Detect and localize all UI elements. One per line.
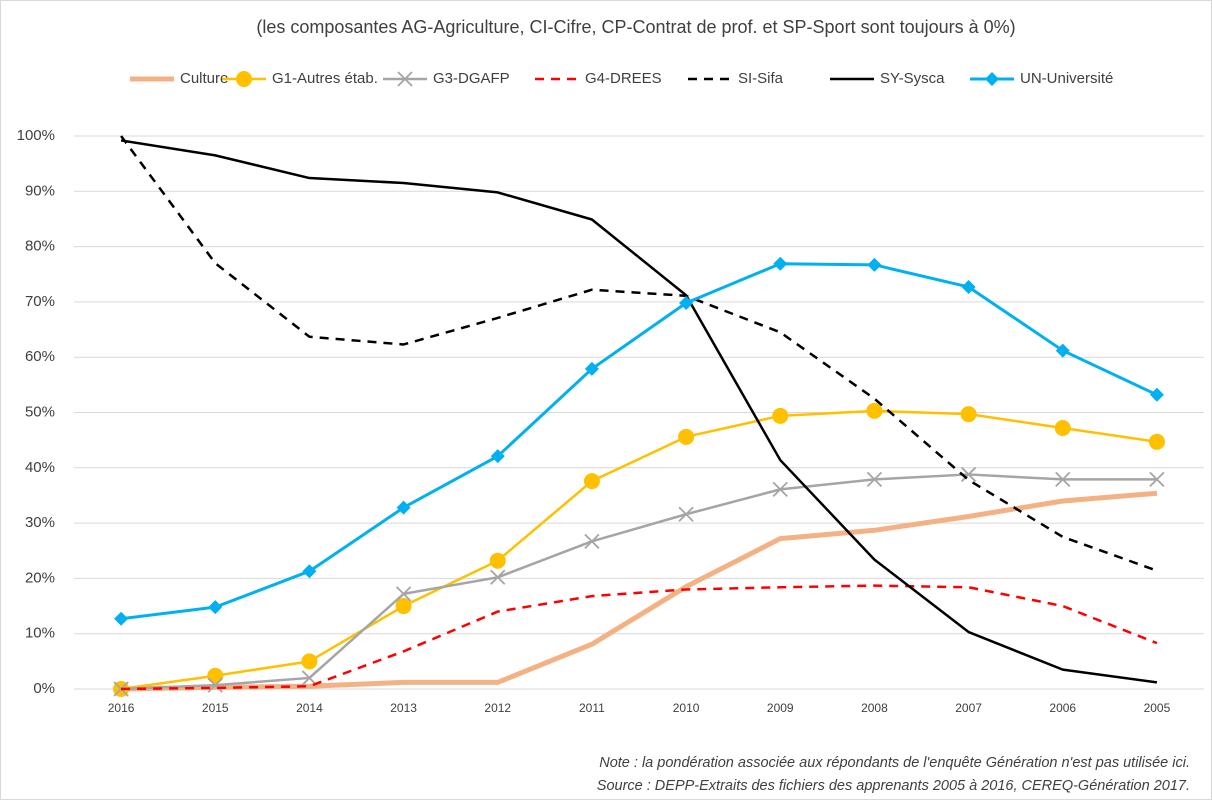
y-tick-label: 40% bbox=[25, 459, 55, 476]
legend-label: Culture bbox=[180, 70, 228, 87]
point-marker bbox=[208, 600, 223, 615]
point-marker bbox=[1055, 343, 1070, 358]
series-line bbox=[120, 409, 1158, 691]
point-marker bbox=[772, 407, 789, 424]
point-marker bbox=[302, 564, 317, 579]
legend-marker bbox=[985, 72, 999, 86]
legend-label: G3-DGAFP bbox=[433, 70, 510, 87]
x-tick-label: 2005 bbox=[1144, 701, 1171, 715]
point-marker bbox=[584, 361, 599, 376]
point-marker bbox=[866, 402, 883, 419]
point-marker bbox=[773, 256, 788, 271]
legend-marker bbox=[397, 71, 413, 87]
x-tick-label: 2012 bbox=[484, 701, 511, 715]
point-marker bbox=[207, 677, 223, 693]
point-marker bbox=[1055, 471, 1071, 488]
y-tick-label: 70% bbox=[25, 293, 55, 310]
legend-label: UN-Université bbox=[1020, 70, 1113, 87]
legend-label: SI-Sifa bbox=[738, 70, 784, 87]
x-tick-label: 2013 bbox=[390, 701, 417, 715]
y-tick-label: 60% bbox=[25, 348, 55, 365]
legend-label: G4-DREES bbox=[585, 70, 662, 87]
series-line bbox=[120, 262, 1158, 621]
point-marker bbox=[396, 500, 411, 515]
note: Source : DEPP-Extraits des fichiers des … bbox=[597, 778, 1190, 794]
point-marker bbox=[301, 653, 318, 670]
point-marker bbox=[584, 533, 600, 549]
x-tick-label: 2008 bbox=[861, 701, 888, 715]
x-tick-label: 2011 bbox=[579, 701, 605, 715]
series-line bbox=[121, 473, 1157, 691]
x-tick-label: 2006 bbox=[1049, 701, 1076, 715]
y-tick-label: 90% bbox=[25, 182, 55, 199]
x-tick-label: 2016 bbox=[108, 701, 135, 715]
legend-marker bbox=[236, 71, 252, 87]
point-marker bbox=[395, 586, 412, 602]
point-marker bbox=[961, 279, 976, 294]
point-marker bbox=[960, 466, 977, 483]
point-marker bbox=[489, 552, 506, 569]
y-tick-label: 100% bbox=[17, 127, 55, 144]
point-marker bbox=[207, 667, 224, 684]
x-tick-label: 2010 bbox=[673, 701, 700, 715]
y-tick-label: 0% bbox=[33, 680, 55, 697]
point-marker bbox=[1149, 387, 1164, 402]
series-line bbox=[120, 135, 1158, 572]
point-marker bbox=[678, 428, 695, 445]
series-line bbox=[121, 490, 1158, 692]
point-marker bbox=[960, 406, 977, 423]
series-line bbox=[120, 139, 1158, 684]
point-marker bbox=[867, 257, 882, 272]
legend-label: SY-Sysca bbox=[880, 70, 945, 87]
chart-title: (les composantes AG-Agriculture, CI-Cifr… bbox=[256, 17, 1015, 37]
point-marker bbox=[1054, 419, 1071, 436]
point-marker bbox=[113, 681, 129, 697]
x-tick-label: 2009 bbox=[767, 701, 794, 715]
point-marker bbox=[1149, 471, 1165, 488]
point-marker bbox=[490, 449, 505, 464]
legend-label: G1-Autres étab. bbox=[272, 70, 378, 87]
point-marker bbox=[583, 473, 600, 490]
point-marker bbox=[772, 481, 788, 498]
point-marker bbox=[114, 611, 129, 626]
point-marker bbox=[395, 598, 412, 615]
point-marker bbox=[1148, 433, 1165, 450]
series-line bbox=[121, 584, 1158, 691]
y-tick-label: 10% bbox=[25, 625, 55, 642]
point-marker bbox=[679, 296, 694, 311]
y-tick-label: 20% bbox=[25, 569, 55, 586]
x-tick-label: 2014 bbox=[296, 701, 323, 715]
x-tick-label: 2007 bbox=[955, 701, 982, 715]
y-tick-label: 30% bbox=[25, 514, 55, 531]
x-tick-label: 2015 bbox=[202, 701, 229, 715]
point-marker bbox=[866, 471, 883, 488]
point-marker bbox=[301, 670, 318, 686]
point-marker bbox=[490, 569, 506, 585]
note: Note : la pondération associée aux répon… bbox=[599, 755, 1190, 771]
y-tick-label: 80% bbox=[25, 238, 55, 255]
y-tick-label: 50% bbox=[25, 403, 55, 420]
point-marker bbox=[678, 506, 694, 522]
